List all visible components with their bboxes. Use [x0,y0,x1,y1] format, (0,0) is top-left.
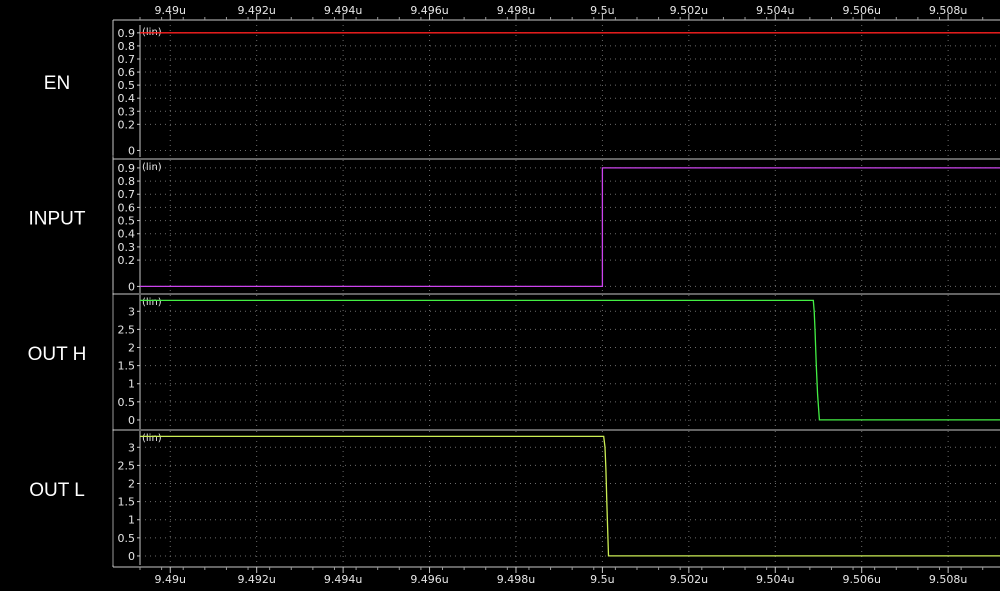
bottom-tick-label: 9.5u [590,573,614,586]
top-tick-label: 9.5u [590,4,614,17]
top-time-axis: 9.49u 9.492u 9.494u 9.496u 9.498u 9.5u 9.502u 9… [112,4,1000,567]
scale-label: (lin) [142,297,162,308]
signal-name: INPUT [29,209,86,230]
signal-name: OUT L [29,480,85,501]
signal-name: EN [44,73,70,94]
signal-panel: 00.20.30.40.50.60.70.80.9 (lin)EN [44,25,1000,157]
y-tick-label: 0.7 [118,53,136,66]
top-tick-label: 9.508u [929,4,967,17]
top-tick-label: 9.506u [842,4,880,17]
y-tick-label: 2.5 [118,323,136,336]
bottom-tick-label: 9.498u [497,573,535,586]
y-tick-label: 0 [128,414,135,427]
y-tick-label: 1.5 [118,360,136,373]
bottom-tick-label: 9.508u [929,573,967,586]
y-tick-label: 0.8 [118,175,136,188]
waveform-trace [140,435,1000,557]
scale-label: (lin) [142,433,162,444]
top-tick-label: 9.504u [756,4,794,17]
y-tick-label: 2 [128,478,135,491]
y-tick-label: 2 [128,342,135,355]
y-tick-label: 0 [128,280,135,293]
signal-panel: 0 0.5 1 1.5 2 2.5 3 (lin) OUT L [29,429,1000,565]
y-tick-label: 0.5 [118,532,136,545]
y-tick-label: 0.9 [118,162,136,175]
signal-name: OUT H [28,344,87,365]
bottom-tick-label: 9.502u [670,573,708,586]
y-tick-label: 0.3 [118,241,136,254]
bottom-tick-label: 9.496u [410,573,448,586]
y-tick-label: 0.2 [118,118,136,131]
top-tick-label: 9.49u [155,4,186,17]
top-tick-label: 9.494u [324,4,362,17]
y-tick-label: 1.5 [118,496,136,509]
y-tick-label: 0.2 [118,254,136,267]
y-tick-label: 0.8 [118,40,136,53]
top-tick-label: 9.492u [237,4,275,17]
bottom-tick-label: 9.494u [324,573,362,586]
y-tick-label: 0.6 [118,201,136,214]
y-tick-label: 0.4 [118,228,136,241]
y-tick-label: 0.5 [118,215,136,228]
y-tick-label: 1 [128,514,135,527]
y-tick-label: 0.7 [118,188,136,201]
scale-label: (lin) [142,162,162,173]
y-tick-label: 3 [128,441,135,454]
signal-panel: 0 0.5 1 1.5 2 2.5 3 (lin) OUT H [28,293,1000,429]
y-tick-label: 2.5 [118,459,136,472]
y-tick-label: 3 [128,305,135,318]
y-tick-label: 0.9 [118,27,136,40]
y-tick-label: 0 [128,550,135,563]
bottom-tick-label: 9.504u [756,573,794,586]
bottom-tick-label: 9.49u [155,573,186,586]
waveform-trace [140,167,1000,288]
top-tick-label: 9.496u [410,4,448,17]
bottom-tick-label: 9.492u [237,573,275,586]
signal-panel: 0 0.20.30.40.50.60.70.80.9 (lin) INPUT [29,158,1000,293]
y-tick-label: 1 [128,378,135,391]
y-tick-label: 0.4 [118,92,136,105]
y-tick-label: 0.5 [118,79,136,92]
signal-panels: 00.20.30.40.50.60.70.80.9 (lin)EN00.20.30… [28,25,1000,565]
y-tick-label: 0.3 [118,105,136,118]
bottom-tick-label: 9.506u [842,573,880,586]
y-tick-label: 0 [128,144,135,157]
bottom-time-axis: 9.49u 9.492u 9.494u 9.496u 9.498u 9.5u 9.502u 9… [113,566,1000,586]
top-tick-label: 9.502u [670,4,708,17]
y-tick-label: 0.6 [118,66,136,79]
y-tick-label: 0.5 [118,396,136,409]
waveform-trace [140,299,1000,421]
top-tick-label: 9.498u [497,4,535,17]
